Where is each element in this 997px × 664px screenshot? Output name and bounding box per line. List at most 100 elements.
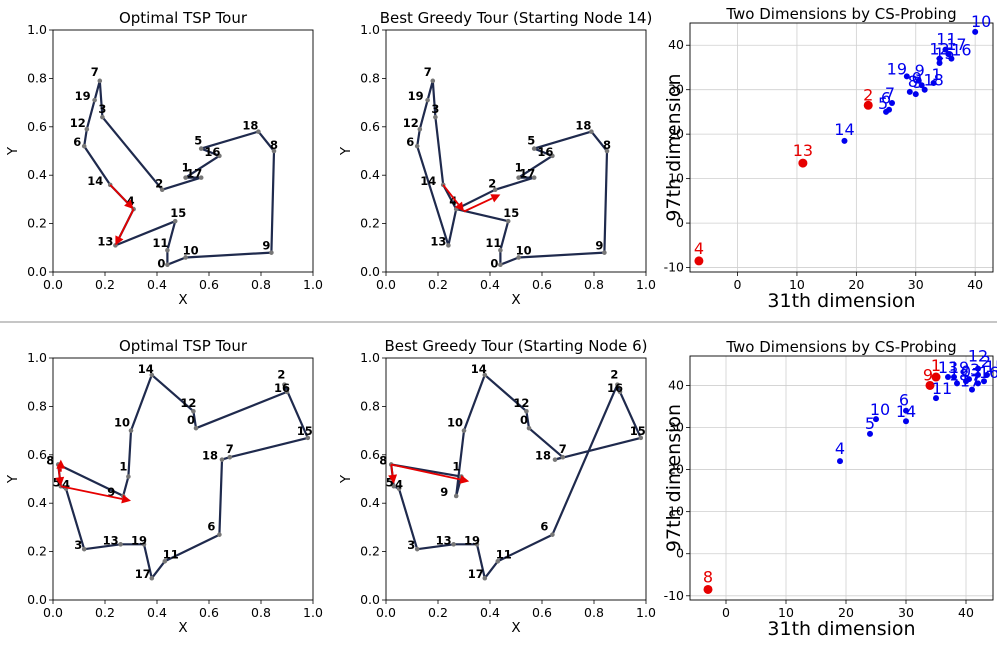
node-label: 5 [194,134,202,148]
y-tick-label: 0.8 [360,398,380,413]
x-tick-label: 0.4 [480,605,500,620]
node-point [97,78,103,84]
point-label: 8 [703,567,713,586]
scatter-point [873,416,879,423]
node-label: 3 [407,538,415,552]
x-tick-label: 0.2 [95,277,115,292]
node-point [193,425,199,431]
x-axis-label: 31th dimension [767,290,915,312]
y-tick-label: 0 [676,215,684,230]
chart-title: Best Greedy Tour (Starting Node 14) [380,9,653,27]
node-point [100,114,105,120]
node-point [183,255,188,260]
node-label: 1 [452,460,460,474]
x-axis-label: X [178,292,187,308]
node-point [604,148,610,154]
node-point [165,247,170,253]
x-tick-label: 0.6 [532,277,552,292]
point-label: 1 [931,65,941,84]
y-tick-label: 0.6 [27,447,47,462]
direction-arrow-head [454,201,464,212]
panel-greedy-tour-top: 0.0 0.2 0.4 0.6 0.8 1.00.00.20.40.60.81.0Best… [338,9,656,308]
node-point [81,546,87,552]
node-label: 7 [424,65,432,79]
point-label: 11 [932,379,952,398]
node-point [550,153,555,159]
x-tick-label: 20 [838,605,854,620]
direction-arrow-shaft [442,184,460,205]
y-tick-label: 10 [668,504,684,519]
scatter-point [703,584,713,594]
node-point [271,148,277,154]
node-point [492,187,498,193]
scatter-point [886,106,893,113]
node-label: 10 [183,243,199,257]
node-point [524,408,529,414]
direction-arrow-head [459,475,470,484]
point-label: 7 [971,365,981,384]
node-point [227,454,233,460]
node-label: 8 [379,453,387,467]
node-label: 0 [157,257,165,271]
direction-arrow-shaft [390,464,394,476]
point-label: 13 [793,141,813,160]
y-tick-label: 0.2 [27,544,47,559]
node-label: 4 [395,478,403,492]
chart-title: Best Greedy Tour (Starting Node 6) [384,337,647,355]
point-label: 0 [912,68,922,87]
y-tick-label: -10 [664,260,684,275]
plot-frame [52,357,314,601]
y-tick-label: 20 [668,126,684,141]
plot-frame [385,29,647,273]
node-point [172,218,178,224]
node-label: 18 [535,449,551,463]
node-point [159,187,165,193]
x-tick-label: 0.0 [43,605,63,620]
point-label: 17 [946,35,966,54]
node-label: 16 [607,381,623,395]
node-label: 12 [70,116,86,130]
node-label: 1 [119,460,127,474]
node-point [638,435,644,441]
direction-arrow-shaft [463,197,493,213]
node-label: 8 [270,138,278,152]
node-point [516,175,521,180]
direction-arrow-shaft [60,485,123,500]
scatter-point [945,51,952,58]
direction-arrow-shaft [391,463,461,481]
point-label: 2 [981,352,991,371]
scatter-point [930,80,937,87]
node-label: 1 [515,161,523,175]
node-label: 12 [403,116,419,130]
point-label: 6 [899,391,909,410]
direction-arrow-head [124,199,134,210]
node-label: 17 [519,167,535,181]
node-label: 17 [468,567,484,581]
node-point [531,146,537,151]
node-label: 14 [138,362,154,376]
node-label: 3 [431,102,439,116]
direction-arrow-head [490,194,501,203]
y-tick-label: 0.0 [27,264,47,279]
point-label: 5 [865,414,875,433]
node-point [282,382,287,387]
node-label: 8 [46,453,54,467]
scatter-point [975,380,981,387]
node-point [162,558,168,564]
node-point [417,126,423,132]
node-label: 13 [436,533,452,547]
node-point [560,454,566,460]
node-label: 2 [488,177,496,191]
node-label: 12 [513,396,529,410]
node-label: 4 [449,194,457,208]
point-label: 19 [887,59,907,78]
scatter-point [954,380,960,387]
node-label: 11 [496,547,512,561]
scatter-point [798,158,808,168]
x-tick-label: 0.8 [584,277,604,292]
node-point [617,389,623,395]
scatter-point [867,430,873,437]
node-label: 16 [537,145,553,159]
node-point [446,243,451,248]
